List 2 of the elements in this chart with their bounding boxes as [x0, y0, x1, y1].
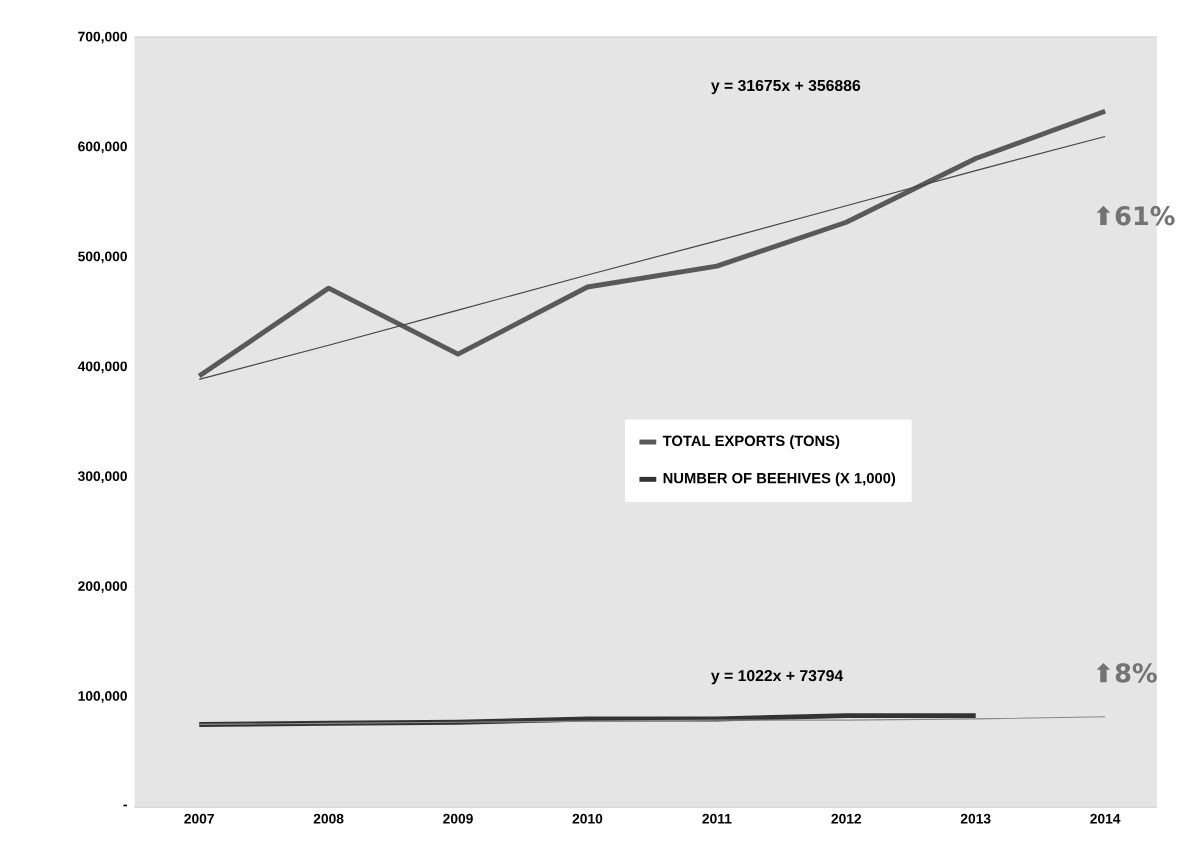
annotation: ⬆61% — [1096, 205, 1175, 226]
annotation: ⬆8% — [1096, 662, 1157, 683]
